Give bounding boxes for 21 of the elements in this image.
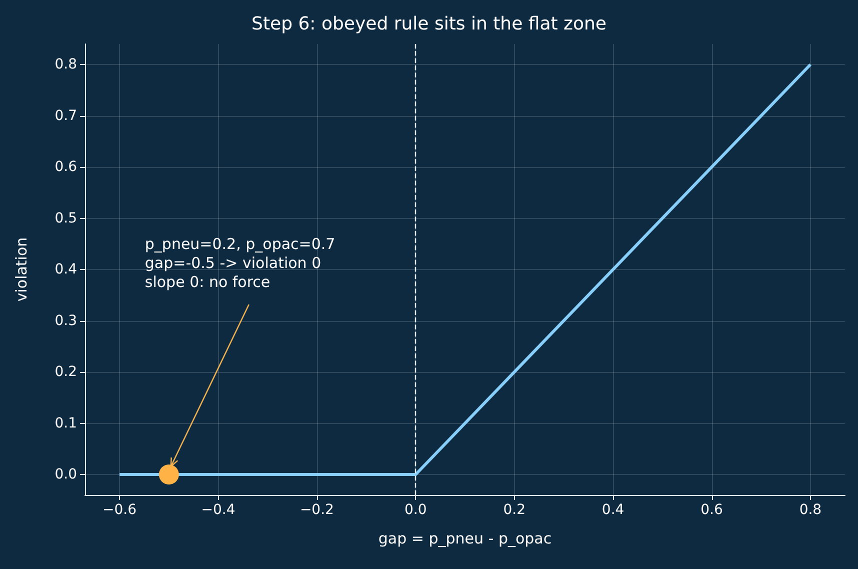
y-tick-label: 0.2 (54, 364, 77, 380)
x-tick-label: 0.4 (602, 502, 624, 518)
chart-title: Step 6: obeyed rule sits in the flat zone (252, 14, 606, 34)
x-axis-title: gap = p_pneu - p_opac (378, 530, 552, 548)
x-tick-label: −0.2 (300, 502, 334, 518)
y-tick-label: 0.7 (54, 108, 77, 124)
y-tick-label: 0.4 (54, 262, 78, 278)
y-axis-title: violation (12, 237, 30, 302)
x-tick-label: −0.4 (201, 502, 236, 518)
annotation: p_pneu=0.2, p_opac=0.7 gap=-0.5 -> violation 0 slope 0: no force (144, 235, 336, 291)
y-tick-label: 0.6 (54, 159, 78, 175)
x-tick-label: 0.8 (799, 502, 822, 518)
y-tick-label: 0.5 (54, 210, 77, 226)
x-tick-label: 0.2 (503, 502, 526, 518)
x-tick-label: −0.6 (102, 502, 137, 518)
y-tick-label: 0.3 (54, 312, 77, 329)
x-tick-label: 0.0 (404, 502, 427, 518)
y-tick-label: 0.8 (54, 56, 77, 72)
y-tick-label: 0.1 (54, 415, 77, 432)
x-tick-label: 0.6 (700, 502, 723, 518)
y-tick-label: 0.0 (54, 466, 77, 482)
